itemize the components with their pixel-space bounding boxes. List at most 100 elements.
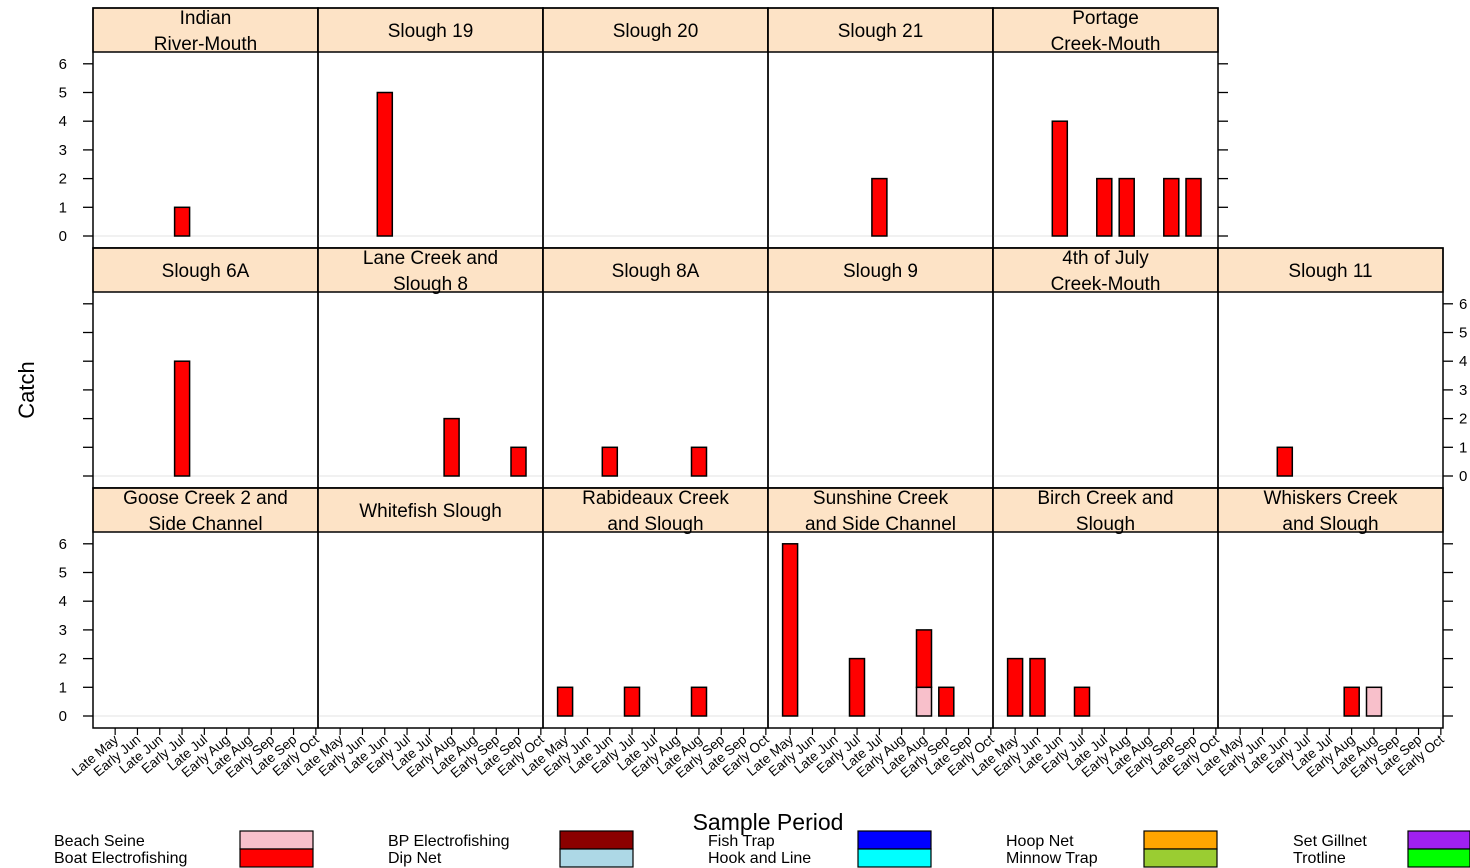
panel-slough-20: Slough 20 (542, 7, 769, 249)
panel-frame (1217, 487, 1444, 729)
panel-4th-of-july-creek-mouth: 4th of July Creek-Mouth (992, 247, 1219, 489)
panel-strip (92, 487, 319, 533)
y-tick-label: 3 (59, 622, 67, 639)
y-tick-label: 4 (59, 593, 67, 610)
panel-title-line1: 4th of July (1062, 248, 1149, 269)
y-tick-label: 1 (1459, 439, 1467, 456)
y-tick-label: 2 (59, 651, 67, 668)
y-tick-label: 3 (1459, 382, 1467, 399)
legend-swatch-hook-and-line (857, 848, 932, 868)
panel-title-line1: Lane Creek and (363, 248, 498, 269)
panel-whiskers-creek-and-slough: Whiskers Creek and Slough (1217, 487, 1444, 729)
panel-sunshine-creek-and-side-channel: Sunshine Creek and Side Channel (767, 487, 994, 729)
y-axis-right-row1 (1218, 63, 1228, 237)
legend-label-fish-trap: Fish Trap (708, 833, 775, 850)
bar-boat-electrofishing-late-jun (1051, 120, 1069, 237)
bar-boat-electrofishing-early-jul (848, 657, 866, 717)
panel-title-line1: Slough 21 (838, 21, 924, 42)
panel-title-line1: Goose Creek 2 and (123, 488, 288, 509)
panel-title-line1: Portage (1072, 8, 1139, 29)
panel-portage-creek-mouth: Portage Creek-Mouth (992, 7, 1219, 249)
y-tick-label: 3 (59, 142, 67, 159)
y-axis-right-row3 (1443, 543, 1453, 717)
bar-boat-electrofishing-late-may (781, 543, 799, 717)
legend-label-hook-and-line: Hook and Line (708, 850, 811, 867)
panel-title-line1: Sunshine Creek (813, 488, 949, 509)
legend-label-bp-electrofishing: BP Electrofishing (388, 833, 510, 850)
y-axis-left-row2 (83, 303, 93, 477)
legend-label-beach-seine: Beach Seine (54, 833, 145, 850)
y-tick-label: 6 (1459, 296, 1467, 313)
panel-slough-6a: Slough 6A (92, 247, 319, 489)
bar-boat-electrofishing-late-jul (871, 177, 888, 237)
panel-title-line1: Rabideaux Creek (582, 488, 729, 509)
panel-indian-river-mouth: Indian River-Mouth (92, 7, 319, 249)
panel-strip (542, 247, 769, 293)
legend-swatch-minnow-trap (1143, 848, 1218, 868)
legend-swatch-boat-electrofishing (239, 848, 314, 868)
y-tick-label: 0 (59, 708, 67, 725)
bar-beach-seine-late-aug (915, 686, 933, 717)
panel-slough-21: Slough 21 (767, 7, 994, 249)
bar-boat-electrofishing-late-aug (690, 446, 708, 477)
panel-rabideaux-creek-and-slough: Rabideaux Creek and Slough (542, 487, 769, 729)
bar-boat-electrofishing-early-sep (1163, 177, 1180, 237)
bar-boat-electrofishing-late-aug (915, 629, 933, 689)
bar-boat-electrofishing-early-aug (1118, 177, 1135, 237)
legend-label-boat-electrofishing: Boat Electrofishing (54, 850, 187, 867)
panel-title-line2: and Slough (607, 514, 703, 535)
panel-strip (542, 487, 769, 533)
bar-beach-seine-late-aug (1365, 686, 1383, 717)
panel-title-line2: River-Mouth (154, 34, 257, 55)
panel-title-line2: Creek-Mouth (1051, 34, 1161, 55)
bar-boat-electrofishing-early-jul (1073, 686, 1091, 717)
y-tick-label: 1 (59, 199, 67, 216)
x-axis-label: Sample Period (693, 809, 844, 835)
panel-title-line1: Slough 9 (843, 261, 918, 282)
bar-boat-electrofishing-late-jun (1276, 446, 1294, 477)
y-axis-right-row2: 0 1 2 3 4 5 6 (1443, 296, 1467, 485)
legend-swatch-set-gillnet (1407, 830, 1470, 850)
legend-label-hoop-net: Hoop Net (1006, 833, 1074, 850)
panel-title-line1: Birch Creek and (1037, 488, 1173, 509)
bar-boat-electrofishing-early-jun (1029, 657, 1046, 717)
bar-boat-electrofishing-late-jul (1096, 177, 1113, 237)
panel-title-line1: Whitefish Slough (359, 501, 502, 522)
y-tick-label: 4 (59, 113, 67, 130)
bar-boat-electrofishing-late-may (556, 686, 574, 717)
y-tick-label: 6 (59, 536, 67, 553)
bar-boat-electrofishing-early-sep (938, 686, 955, 717)
legend-swatch-bp-electrofishing (559, 830, 634, 850)
panel-birch-creek-and-slough: Birch Creek and Slough (992, 487, 1219, 729)
bar-boat-electrofishing-late-sep (510, 446, 527, 477)
legend-swatch-beach-seine (239, 830, 314, 850)
panel-whitefish-slough: Whitefish Slough (317, 487, 544, 729)
panel-title-line1: Slough 6A (162, 261, 250, 282)
legend-label-dip-net: Dip Net (388, 850, 442, 867)
panel-title-line1: Slough 20 (613, 21, 699, 42)
y-tick-label: 0 (1459, 468, 1467, 485)
bar-boat-electrofishing-early-jul (623, 686, 641, 717)
legend-label-trotline: Trotline (1293, 850, 1346, 867)
panel-title-line2: Slough 8 (393, 274, 468, 295)
panel-title-line2: Creek-Mouth (1051, 274, 1161, 295)
panel-slough-11: Slough 11 (1217, 247, 1444, 489)
y-axis-label: Catch (14, 361, 39, 418)
y-tick-label: 0 (59, 228, 67, 245)
panel-slough-19: Slough 19 (317, 7, 544, 249)
panel-strip (992, 7, 1219, 53)
legend-swatch-trotline (1407, 848, 1470, 868)
bar-boat-electrofishing-early-aug (1343, 686, 1360, 717)
panel-strip (1217, 487, 1444, 533)
